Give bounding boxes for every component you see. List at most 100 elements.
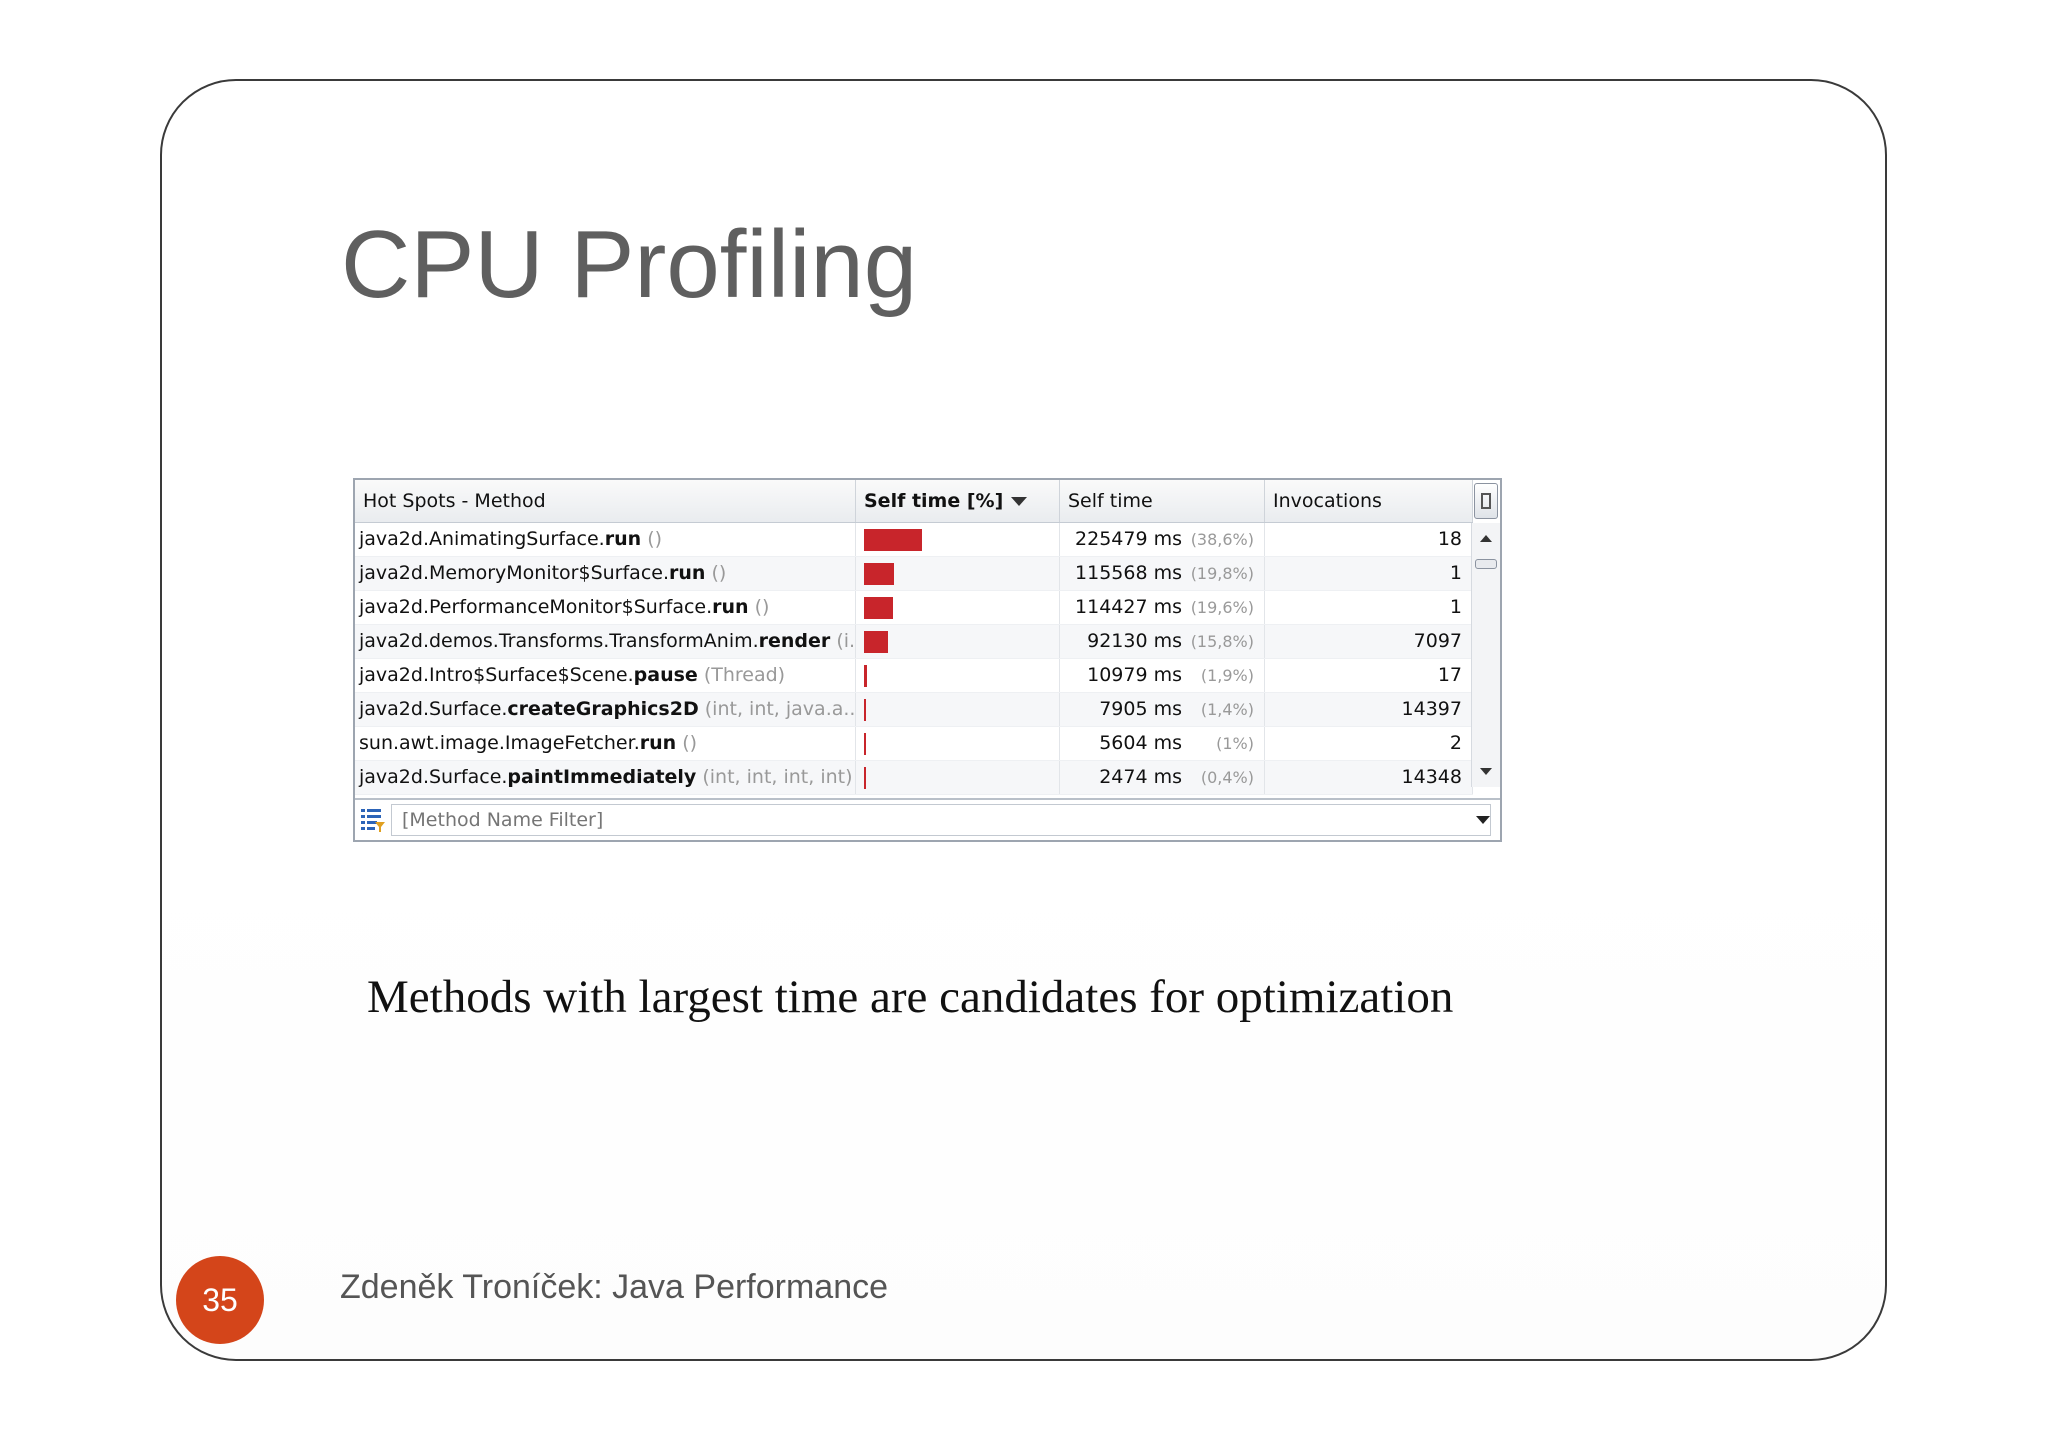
self-time-cell: 114427 ms (19,6%) <box>1060 591 1265 624</box>
self-time-percent: (38,6%) <box>1190 530 1254 549</box>
column-selector-icon <box>1481 493 1491 509</box>
method-cell: java2d.Surface.createGraphics2D (int, in… <box>355 693 856 726</box>
footer-author: Zdeněk Troníček: Java Performance <box>340 1268 889 1306</box>
self-time-value: 225479 ms <box>1075 528 1182 550</box>
self-time-cell: 7905 ms (1,4%) <box>1060 693 1265 726</box>
column-selector-button[interactable] <box>1474 483 1498 519</box>
method-name-filter-input[interactable] <box>391 804 1491 836</box>
invocations-cell: 1 <box>1265 557 1473 590</box>
self-time-bar-cell <box>856 693 1060 726</box>
table-row[interactable]: java2d.Intro$Surface$Scene.pause (Thread… <box>355 659 1473 693</box>
invocations-cell: 7097 <box>1265 625 1473 658</box>
method-cell: java2d.PerformanceMonitor$Surface.run () <box>355 591 856 624</box>
invocations-cell: 18 <box>1265 523 1473 556</box>
column-header-self-time[interactable]: Self time <box>1060 480 1265 522</box>
filter-dropdown-icon[interactable] <box>1476 816 1490 824</box>
method-params: (int, int, java.a... <box>698 698 856 720</box>
self-time-bar <box>864 529 922 551</box>
sort-descending-icon <box>1011 497 1028 506</box>
method-params: (Thread) <box>697 664 786 686</box>
self-time-value: 114427 ms <box>1075 596 1182 618</box>
self-time-cell: 225479 ms (38,6%) <box>1060 523 1265 556</box>
method-params: () <box>641 528 663 550</box>
table-header: Hot Spots - Method Self time [%] Self ti… <box>355 480 1473 523</box>
self-time-bar <box>864 563 894 585</box>
method-class: java2d.Intro$Surface$Scene. <box>359 664 634 686</box>
column-header-invocations[interactable]: Invocations <box>1265 480 1473 522</box>
self-time-value: 5604 ms <box>1099 732 1182 754</box>
table-row[interactable]: java2d.Surface.createGraphics2D (int, in… <box>355 693 1473 727</box>
self-time-percent: (1,9%) <box>1200 666 1254 685</box>
self-time-value: 7905 ms <box>1099 698 1182 720</box>
self-time-bar <box>864 767 866 789</box>
self-time-bar-cell <box>856 659 1060 692</box>
slide-caption: Methods with largest time are candidates… <box>367 971 1454 1023</box>
method-class: java2d.demos.Transforms.TransformAnim. <box>359 630 759 652</box>
self-time-value: 10979 ms <box>1087 664 1182 686</box>
slide-title: CPU Profiling <box>341 211 918 318</box>
method-class: java2d.Surface. <box>359 698 508 720</box>
method-name: run <box>639 732 677 754</box>
self-time-percent: (19,8%) <box>1190 564 1254 583</box>
method-params: (i... <box>836 630 856 652</box>
method-name: run <box>712 596 749 618</box>
page-number-badge: 35 <box>176 1256 264 1344</box>
method-class: java2d.AnimatingSurface. <box>359 528 605 550</box>
method-name: run <box>604 528 642 550</box>
table-row[interactable]: java2d.AnimatingSurface.run () 225479 ms (… <box>355 523 1473 557</box>
invocations-cell: 17 <box>1265 659 1473 692</box>
scroll-thumb[interactable] <box>1475 559 1497 569</box>
self-time-cell: 92130 ms (15,8%) <box>1060 625 1265 658</box>
invocations-cell: 14348 <box>1265 761 1473 794</box>
scroll-down-arrow-icon[interactable] <box>1480 768 1492 775</box>
invocations-cell: 1 <box>1265 591 1473 624</box>
self-time-bar <box>864 733 866 755</box>
method-params: () <box>748 596 770 618</box>
vertical-scrollbar[interactable] <box>1471 523 1500 787</box>
method-name: run <box>669 562 706 584</box>
self-time-value: 92130 ms <box>1087 630 1182 652</box>
self-time-percent: (19,6%) <box>1190 598 1254 617</box>
method-name: paintImmediately <box>507 766 697 788</box>
table-row[interactable]: java2d.MemoryMonitor$Surface.run () 11556… <box>355 557 1473 591</box>
self-time-bar <box>864 699 866 721</box>
self-time-cell: 10979 ms (1,9%) <box>1060 659 1265 692</box>
method-cell: java2d.Intro$Surface$Scene.pause (Thread… <box>355 659 856 692</box>
self-time-percent: (1,4%) <box>1200 700 1254 719</box>
method-class: sun.awt.image.ImageFetcher. <box>359 732 640 754</box>
method-cell: java2d.MemoryMonitor$Surface.run () <box>355 557 856 590</box>
method-params: () <box>705 562 727 584</box>
method-cell: java2d.Surface.paintImmediately (int, in… <box>355 761 856 794</box>
self-time-bar-cell <box>856 727 1060 760</box>
method-name: render <box>758 630 831 652</box>
filter-list-icon[interactable] <box>360 807 386 833</box>
invocations-cell: 14397 <box>1265 693 1473 726</box>
self-time-bar <box>864 631 888 653</box>
method-name: pause <box>633 664 698 686</box>
method-cell: sun.awt.image.ImageFetcher.run () <box>355 727 856 760</box>
table-body: java2d.AnimatingSurface.run () 225479 ms(… <box>355 523 1473 795</box>
self-time-bar <box>864 665 867 687</box>
method-cell: java2d.AnimatingSurface.run () <box>355 523 856 556</box>
self-time-value: 2474 ms <box>1099 766 1182 788</box>
table-row[interactable]: java2d.demos.Transforms.TransformAnim.re… <box>355 625 1473 659</box>
self-time-bar-cell <box>856 625 1060 658</box>
column-header-self-time-percent[interactable]: Self time [%] <box>856 480 1060 522</box>
self-time-bar-cell <box>856 557 1060 590</box>
method-filter-bar <box>355 798 1500 840</box>
table-row[interactable]: java2d.Surface.paintImmediately (int, in… <box>355 761 1473 795</box>
self-time-value: 115568 ms <box>1075 562 1182 584</box>
table-row[interactable]: sun.awt.image.ImageFetcher.run () 5604 ms… <box>355 727 1473 761</box>
scroll-up-arrow-icon[interactable] <box>1480 535 1492 542</box>
invocations-cell: 2 <box>1265 727 1473 760</box>
method-class: java2d.PerformanceMonitor$Surface. <box>359 596 713 618</box>
self-time-bar-cell <box>856 591 1060 624</box>
method-class: java2d.Surface. <box>359 766 508 788</box>
self-time-bar <box>864 597 893 619</box>
table-row[interactable]: java2d.PerformanceMonitor$Surface.run ()… <box>355 591 1473 625</box>
self-time-cell: 115568 ms (19,8%) <box>1060 557 1265 590</box>
method-name: createGraphics2D <box>507 698 699 720</box>
column-header-method[interactable]: Hot Spots - Method <box>355 480 856 522</box>
self-time-cell: 5604 ms (1%) <box>1060 727 1265 760</box>
method-class: java2d.MemoryMonitor$Surface. <box>359 562 670 584</box>
